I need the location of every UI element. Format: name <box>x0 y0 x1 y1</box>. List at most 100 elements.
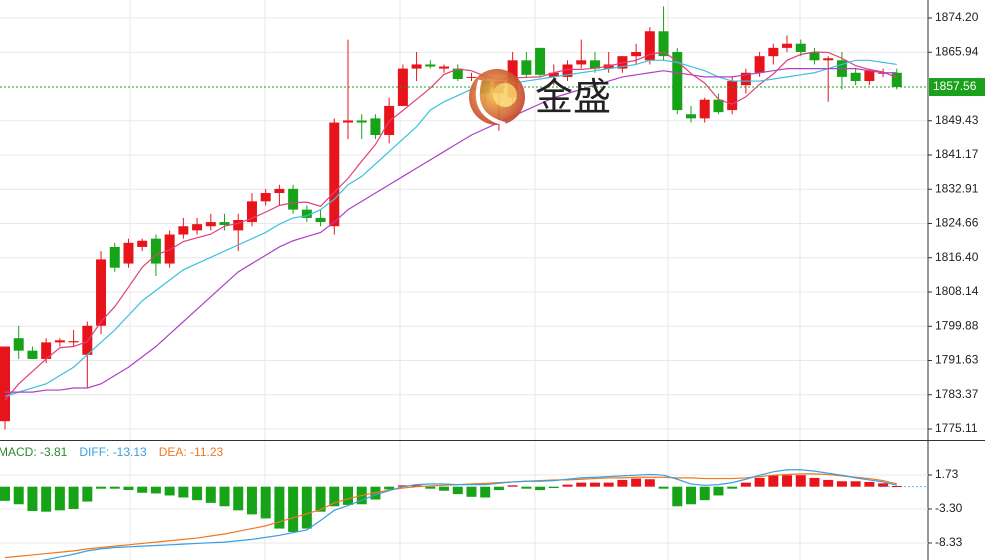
candle-body <box>686 114 696 119</box>
macd-bar <box>288 486 299 532</box>
watermark-logo <box>469 69 525 126</box>
candle-body <box>439 66 450 69</box>
macd-bar <box>219 486 230 507</box>
macd-bar <box>548 486 559 489</box>
candle-body <box>27 350 38 359</box>
dea-line <box>4 473 897 559</box>
candle-body <box>548 72 559 77</box>
logo-core <box>493 83 517 107</box>
macd-bar <box>178 486 189 498</box>
macd-bar <box>699 486 710 501</box>
candle-body <box>411 64 422 69</box>
y-tick-label: -8.33 <box>935 535 963 549</box>
candle-body <box>535 47 546 75</box>
macd-legend: DEA: -11.23 <box>159 445 224 459</box>
macd-bar <box>96 486 107 489</box>
macd-bar <box>535 486 546 491</box>
y-tick-label: 1874.20 <box>935 10 979 24</box>
y-tick-label: 1791.63 <box>935 353 979 367</box>
ma-line <box>4 51 898 401</box>
candle-body <box>343 120 353 123</box>
macd-bar <box>809 477 820 487</box>
ma-line <box>4 59 897 397</box>
y-tick-label: 1799.88 <box>935 318 979 332</box>
candle-body <box>672 52 683 111</box>
macd-bar <box>425 486 436 489</box>
macd-bar <box>41 486 52 512</box>
y-tick-label: -3.30 <box>935 501 963 515</box>
macd-bar <box>672 486 683 507</box>
macd-bar <box>397 485 408 487</box>
macd-bar <box>150 486 161 494</box>
macd-bar <box>507 485 518 487</box>
y-tick-label: 1849.43 <box>935 113 979 127</box>
candle-body <box>205 222 216 227</box>
macd-bar <box>768 475 779 487</box>
candle-body <box>150 238 161 264</box>
candle-body <box>658 31 669 57</box>
candle-body <box>260 193 271 202</box>
candle-body <box>0 346 10 422</box>
macd-bar <box>384 486 395 490</box>
y-tick-label: 1841.17 <box>935 147 979 161</box>
macd-bar <box>315 486 326 512</box>
macd-bar <box>589 482 600 487</box>
logo-swoosh <box>475 79 506 126</box>
candle-body <box>356 120 367 123</box>
macd-bar <box>836 481 847 487</box>
candle-body <box>768 47 779 57</box>
candle-body <box>301 209 312 218</box>
candle-body <box>425 64 436 67</box>
macd-bar <box>658 486 669 489</box>
candle-body <box>68 341 79 343</box>
y-tick-label: 1775.11 <box>935 421 978 435</box>
y-tick-label: 1824.66 <box>935 216 979 230</box>
macd-bar <box>68 486 79 509</box>
macd-bar <box>617 479 628 487</box>
y-tick-label: 1865.94 <box>935 44 979 58</box>
ma-line <box>5 68 897 393</box>
macd-bar <box>466 486 477 497</box>
y-tick-label: 1816.40 <box>935 250 979 264</box>
macd-bar <box>439 486 450 491</box>
candle-body <box>233 220 244 231</box>
macd-bar <box>329 486 340 507</box>
macd-bar <box>13 486 24 505</box>
macd-bar <box>260 486 271 519</box>
candle-body <box>13 338 24 351</box>
candle-body <box>562 64 573 77</box>
macd-bar <box>54 486 65 511</box>
macd-bar <box>123 486 134 491</box>
macd-bar <box>795 475 806 487</box>
last-price-label: 1857.56 <box>933 79 977 93</box>
macd-bar <box>192 486 203 501</box>
macd-bar <box>850 481 861 487</box>
candle-body <box>288 188 299 210</box>
candle-body <box>891 72 902 88</box>
macd-bar <box>343 486 353 505</box>
macd-bar <box>164 486 175 496</box>
candle-body <box>823 58 834 61</box>
candle-body <box>576 60 587 65</box>
macd-bar <box>603 482 614 487</box>
candle-body <box>754 56 765 73</box>
candle-body <box>644 31 655 61</box>
candle-body <box>370 118 381 135</box>
macd-bar <box>631 478 642 487</box>
candle-body <box>123 242 134 264</box>
candle-body <box>41 342 52 359</box>
macd-panel <box>0 469 928 560</box>
macd-bar <box>727 486 738 489</box>
macd-legend: DIFF: -13.13 <box>79 445 147 459</box>
candle-body <box>178 226 189 235</box>
macd-bar <box>713 486 724 496</box>
macd-bar <box>0 486 10 501</box>
y-tick-label: 1808.14 <box>935 284 979 298</box>
candle-body <box>109 246 120 268</box>
candle-body <box>727 81 738 111</box>
macd-bar <box>740 482 751 487</box>
macd-bar <box>274 486 285 529</box>
macd-bar <box>644 479 655 487</box>
candle-body <box>192 224 203 231</box>
